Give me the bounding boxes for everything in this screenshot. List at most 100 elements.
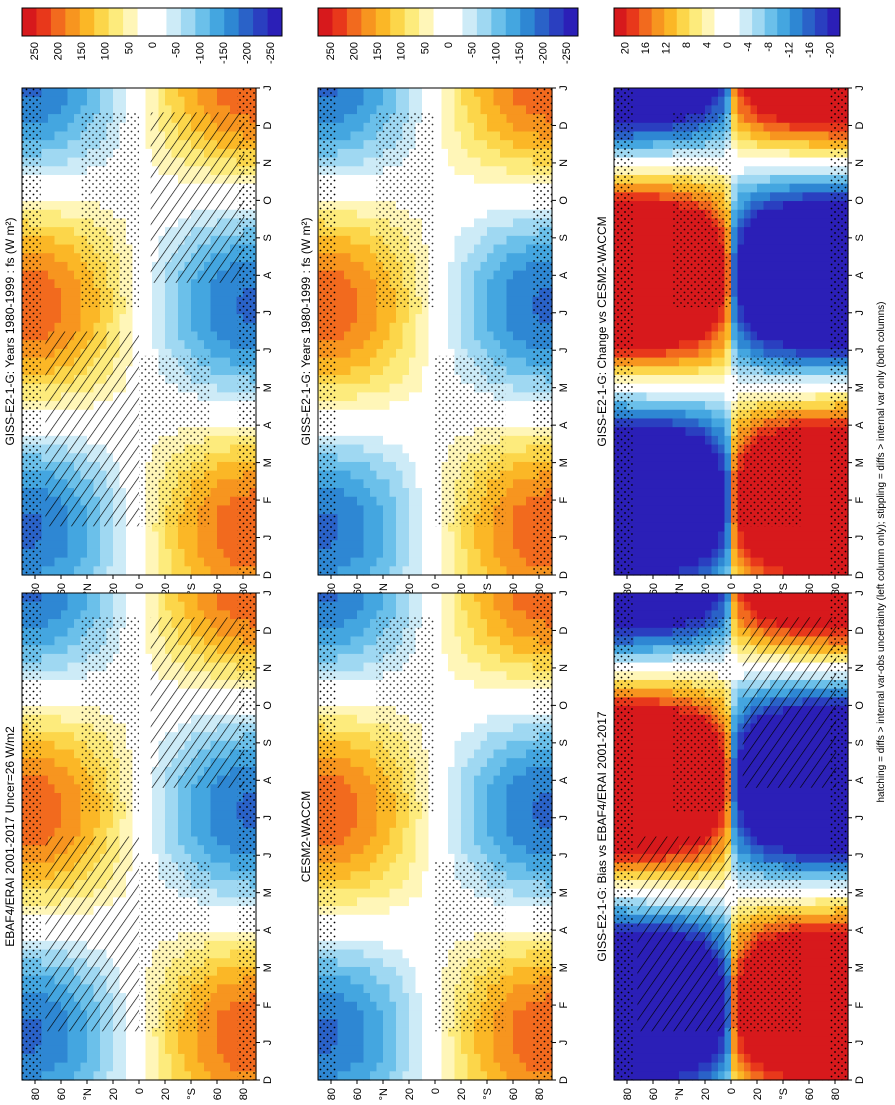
heatmap-cell [402,348,410,359]
heatmap-cell [87,810,95,820]
heatmap-cell [357,244,365,254]
heatmap-cell [370,314,378,324]
heatmap-cell [41,531,49,541]
heatmap-cell [357,148,365,159]
heatmap-cell [389,514,397,524]
stipple-region [139,860,210,1032]
heatmap-cell [41,932,49,942]
heatmap-cell [145,96,153,106]
heatmap-cell [106,548,114,559]
heatmap-cell [41,235,49,246]
heatmap-cell [87,610,95,620]
heatmap-cell [210,871,218,881]
heatmap-cell [223,305,231,315]
heatmap-cell [100,540,108,550]
heatmap-cell [139,314,147,324]
heatmap-cell [383,488,391,498]
heatmap-cell [357,470,365,480]
heatmap-cell [223,383,231,393]
heatmap-cell [41,340,49,350]
heatmap-cell [145,610,153,620]
heatmap-cell [409,374,417,385]
heatmap-cell [139,157,147,167]
heatmap-cell [139,218,147,228]
heatmap-cell [113,522,121,533]
heatmap-cell [210,453,218,463]
heatmap-cell [223,105,231,115]
heatmap-cell [344,331,352,341]
heatmap-cell [210,1071,218,1081]
heatmap-cell [389,453,397,463]
heatmap-cell [197,610,205,620]
hatch-region [45,836,139,1032]
heatmap-cell [350,366,358,376]
heatmap-cell [80,827,88,838]
heatmap-cell [171,566,179,576]
heatmap-cell [363,148,371,159]
heatmap-cell [217,314,225,324]
heatmap-cell [223,96,231,106]
heatmap-cell [204,853,212,864]
heatmap-cell [41,1071,49,1081]
heatmap-cell [74,270,82,280]
heatmap-cell [363,348,371,359]
heatmap-cell [139,279,147,289]
heatmap-cell [350,157,358,167]
heatmap-cell [191,322,199,333]
heatmap-cell [41,888,49,898]
heatmap-cell [48,566,56,576]
heatmap-cell [396,435,404,446]
heatmap-cell [171,279,179,289]
heatmap-cell [350,514,358,524]
heatmap-cell [230,453,238,463]
heatmap-cell [204,331,212,341]
heatmap-cell [119,566,127,576]
heatmap-cell [165,522,173,533]
heatmap-cell [409,461,417,472]
heatmap-cell [41,662,49,672]
heatmap-cell [139,740,147,751]
heatmap-cell [61,766,69,777]
heatmap-cell [409,505,417,515]
heatmap-cell [337,357,345,367]
heatmap-cell [126,1036,134,1046]
heatmap-cell [389,366,397,376]
heatmap-cell [67,1027,75,1038]
heatmap-cell [145,784,153,794]
heatmap-cell [344,166,352,176]
heatmap-cell [171,305,179,315]
heatmap-cell [48,775,56,785]
heatmap-cell [67,810,75,820]
heatmap-cell [74,540,82,550]
heatmap-cell [41,253,49,263]
heatmap-cell [139,593,147,603]
heatmap-cell [132,88,140,98]
heatmap-cell [350,401,358,411]
heatmap-cell [61,671,69,681]
heatmap-cell [210,793,218,803]
heatmap-cell [126,1027,134,1038]
heatmap-cell [80,522,88,533]
heatmap-cell [41,183,49,193]
heatmap-cell [100,305,108,315]
heatmap-cell [178,1036,186,1046]
heatmap-cell [396,96,404,106]
heatmap-cell [80,566,88,576]
heatmap-cell [132,1045,140,1055]
heatmap-cell [139,706,147,716]
heatmap-cell [230,548,238,559]
heatmap-cell [389,427,397,437]
heatmap-cell [389,305,397,315]
heatmap-cell [100,1027,108,1038]
heatmap-cell [61,88,69,98]
heatmap-cell [363,374,371,385]
heatmap-cell [370,470,378,480]
heatmap-cell [389,401,397,411]
heatmap-cell [217,1036,225,1046]
heatmap-cell [80,593,88,603]
heatmap-cell [48,593,56,603]
month-tick-label: O [262,701,274,710]
heatmap-cell [344,209,352,220]
heatmap-cell [67,827,75,838]
heatmap-cell [210,88,218,98]
